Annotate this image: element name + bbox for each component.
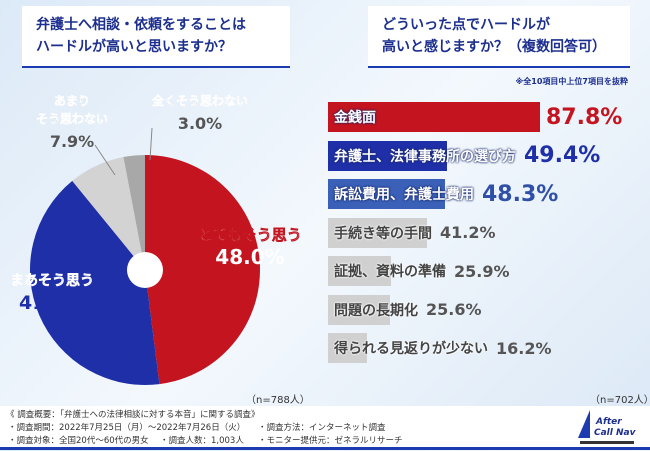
bar-value: 49.4% [524, 143, 601, 168]
bar-value: 48.3% [482, 181, 559, 207]
bar-value: 25.9% [454, 261, 510, 281]
bar-label: 証拠、資料の準備 [334, 264, 446, 280]
bar-label: 訴訟費用、弁護士費用 [334, 187, 474, 203]
leader-line [149, 127, 153, 161]
pie-slice-label: そう思わない [36, 112, 108, 126]
bar-row: 問題の長期化 25.6% [328, 294, 482, 325]
pie-slice [72, 157, 145, 270]
pie-slice-value: 7.9% [50, 132, 94, 151]
pie-slice-label: 全くそう思わない [151, 93, 248, 108]
bar [328, 294, 390, 325]
bar [328, 333, 368, 363]
svg-text:Call Navi: Call Navi [594, 428, 636, 438]
bar-row: 弁護士、法律事務所の選び方 49.4% [328, 140, 601, 171]
pie-slice [123, 155, 145, 270]
right-question-line1: どういった点でハードルが [382, 17, 550, 33]
pie-slice-label: まあそう思う [10, 273, 94, 289]
bar-row: 手続き等の手間 41.2% [328, 217, 496, 248]
bar [328, 140, 448, 171]
bar-label: 得られる見返りが少ない [334, 341, 488, 357]
bar [328, 256, 391, 286]
right-note: ※全10項目中上位7項目を抜粋 [515, 77, 628, 86]
pie-slice-label: あまり [54, 94, 90, 108]
bar-value: 87.8% [546, 104, 623, 130]
left-question: 弁護士へ相談・依頼をすることは ハードルが高いと思いますか？ [22, 6, 290, 68]
svg-text:After: After [595, 417, 622, 427]
footer-method: ・調査方法：インターネット調査 [258, 423, 386, 433]
leader-line [94, 144, 116, 176]
left-question-line1: 弁護士へ相談・依頼をすることは [36, 17, 246, 33]
right-question: どういった点でハードルが 高いと感じますか？（複数回答可） [368, 6, 630, 68]
footer-provider: ・モニター提供元：ゼネラルリサーチ [258, 436, 403, 446]
bar-row: 得られる見返りが少ない 16.2% [328, 333, 552, 363]
left-question-line2: ハードルが高いと思いますか？ [36, 39, 232, 55]
bar-row: 訴訟費用、弁護士費用 48.3% [328, 179, 558, 209]
pie-slice-value: 41.1% [19, 292, 85, 314]
footer-target: ・調査対象：全国20代～60代の男女 [8, 436, 149, 446]
bar [328, 102, 540, 132]
footer-count: ・調査人数：1,003人 [160, 436, 244, 446]
pie-slice-value: 3.0% [178, 114, 222, 133]
pie-slice-value: 48.0% [215, 245, 284, 269]
bar [328, 179, 445, 209]
bar-row: 金銭面 87.8% [328, 102, 622, 132]
bar-value: 25.6% [426, 300, 482, 319]
footer-title: 《 調査概要：「弁護士への法律相談に対する本音」に関する調査》 [6, 410, 260, 420]
right-question-line2: 高いと感じますか？（複数回答可） [382, 39, 606, 55]
bar [328, 217, 428, 248]
right-sample-size: （n=702人） [590, 395, 650, 406]
bar-value: 16.2% [496, 338, 552, 358]
bar-label: 弁護士、法律事務所の選び方 [334, 148, 516, 165]
pie-slice-label: とてもそう思う [198, 226, 302, 244]
bar-row: 証拠、資料の準備 25.9% [328, 256, 510, 286]
pie-slice [29, 180, 160, 385]
bar-label: 手続き等の手間 [334, 225, 432, 242]
survey-footer: 《 調査概要：「弁護士への法律相談に対する本音」に関する調査》 ・調査期間：20… [0, 406, 650, 450]
pie-slice [145, 154, 261, 385]
left-sample-size: （n=788人） [246, 395, 310, 406]
bar-label: 問題の長期化 [334, 302, 418, 319]
after-call-navi-logo: After Call Navi [576, 408, 639, 448]
footer-period: ・調査期間：2022年7月25日（月）～2022年7月26日（火） [8, 423, 246, 433]
bar-label: 金銭面 [334, 110, 376, 126]
bar-value: 41.2% [440, 223, 496, 242]
pie-center-hole [127, 252, 163, 288]
